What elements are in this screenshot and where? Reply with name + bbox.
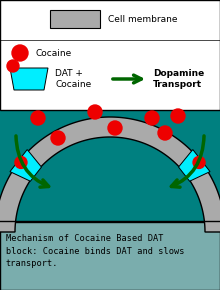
Polygon shape [0, 117, 220, 232]
Circle shape [51, 131, 65, 145]
Polygon shape [10, 68, 48, 90]
Polygon shape [10, 150, 41, 181]
Circle shape [193, 156, 205, 168]
Circle shape [108, 121, 122, 135]
Circle shape [15, 156, 27, 168]
Circle shape [171, 109, 185, 123]
Text: Dopamine
Transport: Dopamine Transport [153, 69, 204, 89]
Bar [50, 10, 100, 28]
Circle shape [12, 45, 28, 61]
Circle shape [158, 126, 172, 140]
Circle shape [88, 105, 102, 119]
Text: Mechanism of Cocaine Based DAT
block: Cocaine binds DAT and slows
transport.: Mechanism of Cocaine Based DAT block: Co… [6, 234, 185, 268]
Text: DAT +
Cocaine: DAT + Cocaine [55, 69, 91, 89]
Text: Cocaine: Cocaine [35, 48, 71, 57]
Circle shape [7, 60, 19, 72]
Polygon shape [179, 150, 210, 181]
Bar [0, 0, 220, 110]
Bar [0, 222, 220, 290]
Circle shape [145, 111, 159, 125]
Circle shape [31, 111, 45, 125]
Text: Cell membrane: Cell membrane [108, 15, 178, 24]
